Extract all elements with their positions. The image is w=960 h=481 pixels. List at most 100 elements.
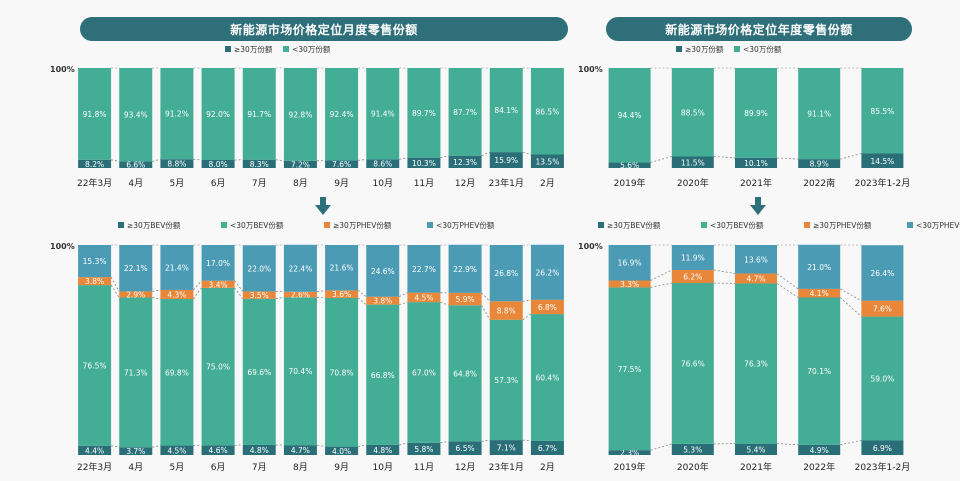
- legend-label: <30万PHEV份额: [436, 220, 495, 230]
- data-label: 59.0%: [870, 375, 894, 384]
- data-label: 2.9%: [126, 290, 145, 299]
- bar-segment: [798, 159, 841, 168]
- category-label: 5月: [170, 178, 185, 189]
- bar-segment: [160, 245, 194, 290]
- category-label: 23年1月: [489, 461, 524, 473]
- connector-line: [440, 440, 449, 444]
- data-label: 91.1%: [807, 110, 831, 119]
- bar-segment: [242, 298, 276, 445]
- bar-segment: [530, 440, 564, 455]
- down-arrow-icon: [750, 197, 766, 215]
- data-label: 93.4%: [124, 111, 148, 120]
- data-label: 89.9%: [744, 109, 768, 118]
- bar-segment: [201, 445, 235, 455]
- data-label: 5.9%: [456, 295, 475, 304]
- bar-segment: [608, 280, 651, 288]
- bar-segment: [798, 244, 841, 289]
- bar-segment: [530, 299, 564, 315]
- data-label: 11.9%: [681, 253, 705, 262]
- data-label: 4.5%: [414, 293, 433, 302]
- category-label: 6月: [211, 178, 226, 189]
- category-label: 7月: [252, 178, 267, 189]
- bar-segment: [78, 285, 112, 446]
- bar-segment: [608, 287, 651, 451]
- data-label: 7.1%: [497, 444, 516, 453]
- data-label: 5.8%: [414, 445, 433, 454]
- bar-segment: [201, 245, 235, 281]
- data-label: 22.1%: [124, 264, 148, 273]
- legend-swatch: [598, 222, 604, 228]
- bar-segment: [78, 277, 112, 286]
- bar-segment: [735, 273, 777, 284]
- legend-label: ≥30万BEV份额: [607, 220, 661, 230]
- category-label: 23年1月: [489, 177, 524, 189]
- legend-label: <30万BEV份额: [230, 220, 284, 230]
- data-label: 76.6%: [681, 359, 705, 368]
- bar-segment: [861, 245, 904, 301]
- bar-segment: [283, 68, 317, 161]
- stacked-bar-chart-4: 100% ≥30万BEV份额 <30万BEV份额 ≥30万PHEV份额 <30万PHEV…: [578, 220, 960, 473]
- data-label: 8.0%: [209, 160, 228, 169]
- legend-swatch: [427, 222, 433, 228]
- category-label: 2023年1-2月: [855, 461, 911, 473]
- bar-segment: [608, 245, 651, 281]
- category-label: 11月: [414, 178, 434, 189]
- bar-segment: [530, 68, 564, 155]
- data-label: 22.9%: [453, 265, 477, 274]
- bar-segment: [119, 291, 153, 298]
- legend-label: ≥30万份额: [234, 44, 273, 54]
- monthly-share-title: 新能源市场价格定位月度零售份额: [80, 17, 568, 41]
- data-label: 91.2%: [165, 110, 189, 119]
- category-label: 2021年: [740, 461, 772, 473]
- data-label: 26.2%: [536, 268, 560, 277]
- bar-segment: [325, 160, 359, 168]
- legend-swatch: [221, 222, 227, 228]
- bar-segment: [448, 441, 482, 455]
- legend-label: <30万份额: [743, 44, 782, 54]
- connector-line: [650, 282, 672, 288]
- data-label: 60.4%: [536, 374, 560, 383]
- stacked-bar-chart-1: 100% ≥30万份额 <30万份额 8.2% 91.8% 22年3月 6.6% 93.4% 4…: [50, 44, 564, 189]
- bar-segment: [119, 161, 153, 168]
- bar-segment: [283, 297, 317, 446]
- bar-segment: [283, 291, 317, 298]
- legend-swatch: [324, 222, 330, 228]
- data-label: 70.8%: [330, 368, 354, 377]
- bar-segment: [160, 298, 194, 446]
- bar-segment: [448, 305, 482, 442]
- bar-segment: [861, 300, 904, 317]
- bar-segment: [78, 159, 112, 168]
- data-label: 4.6%: [209, 446, 228, 455]
- connector-line: [152, 445, 161, 448]
- data-label: 13.6%: [744, 255, 768, 264]
- bar-segment: [448, 155, 482, 168]
- legend-label: ≥30万PHEV份额: [813, 220, 872, 230]
- connector-line: [316, 289, 326, 293]
- connector-line: [481, 305, 491, 320]
- annual-share-title: 新能源市场价格定位年度零售份额: [606, 17, 912, 41]
- connector-line: [399, 292, 408, 298]
- legend-swatch: [283, 46, 289, 52]
- data-label: 21.0%: [807, 263, 831, 272]
- bar-segment: [671, 245, 714, 270]
- category-label: 2022年: [803, 461, 835, 473]
- category-label: 2019年: [614, 177, 646, 189]
- connector-line: [481, 151, 490, 157]
- data-label: 4.3%: [167, 290, 186, 299]
- bar-segment: [201, 68, 235, 160]
- legend-swatch: [734, 46, 740, 52]
- data-label: 26.4%: [870, 269, 894, 278]
- data-label: 8.9%: [810, 160, 829, 169]
- data-label: 69.6%: [247, 368, 271, 377]
- connector-line: [152, 297, 161, 300]
- bar-segment: [798, 288, 841, 298]
- connector-line: [193, 287, 202, 300]
- stacked-bar-chart-2: 100% ≥30万份额 <30万份额 5.6% 94.4% 2019年 11.5% 88.5%…: [578, 44, 910, 189]
- connector-line: [399, 301, 408, 306]
- connector-line: [234, 280, 244, 292]
- bar-segment: [861, 68, 904, 154]
- data-label: 3.5%: [250, 291, 269, 300]
- bar-segment: [78, 445, 112, 455]
- data-label: 8.3%: [250, 160, 269, 169]
- bar-segment: [671, 269, 714, 284]
